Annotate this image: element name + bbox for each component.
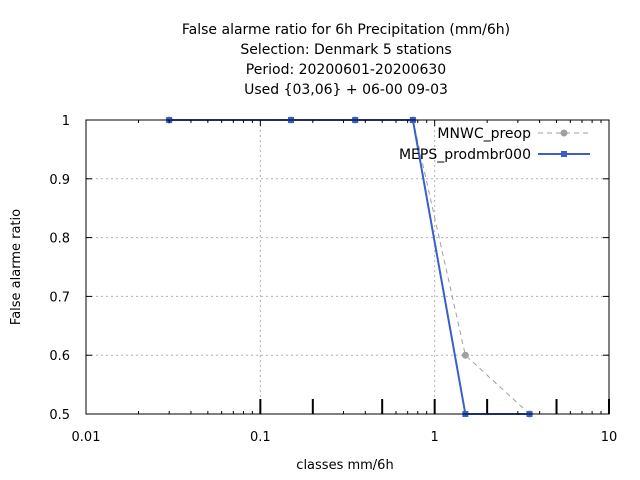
- plot-frame: [85, 119, 610, 415]
- legend-marker: [561, 151, 567, 157]
- series-line: [169, 119, 530, 415]
- series-line: [169, 119, 530, 415]
- chart-title-line: Period: 20200601-20200630: [246, 62, 446, 78]
- x-axis-label: classes mm/6h: [296, 458, 393, 473]
- y-tick-label: 0.7: [49, 290, 70, 305]
- y-tick-label: 1: [62, 114, 70, 129]
- chart-title-line: False alarme ratio for 6h Precipitation …: [182, 22, 510, 38]
- x-tick-label: 0.01: [72, 430, 101, 445]
- legend-label: MNWC_preop: [437, 126, 531, 142]
- series-point: [461, 351, 469, 359]
- y-axis-label: False alarme ratio: [9, 209, 24, 325]
- y-tick-label: 0.9: [49, 173, 70, 188]
- legend: MNWC_preop MEPS_prodmbr000: [399, 126, 590, 163]
- x-tick-label: 10: [601, 430, 618, 445]
- chart-title-line: Used {03,06} + 06-00 09-03: [244, 82, 448, 98]
- legend-marker: [560, 129, 568, 137]
- axis-ticks: 0.5 0.6 0.7 0.8 0.9 1 0.01 0.1 1 10: [49, 114, 617, 445]
- chart-title: False alarme ratio for 6h Precipitation …: [182, 22, 510, 98]
- legend-label: MEPS_prodmbr000: [399, 147, 531, 163]
- chart-title-line: Selection: Denmark 5 stations: [240, 42, 451, 58]
- y-tick-label: 0.6: [49, 349, 70, 364]
- grid-lines: [86, 120, 609, 414]
- x-tick-label: 0.1: [250, 430, 271, 445]
- x-tick-label: 1: [431, 430, 439, 445]
- y-tick-label: 0.8: [49, 232, 70, 247]
- y-tick-label: 0.5: [49, 408, 70, 423]
